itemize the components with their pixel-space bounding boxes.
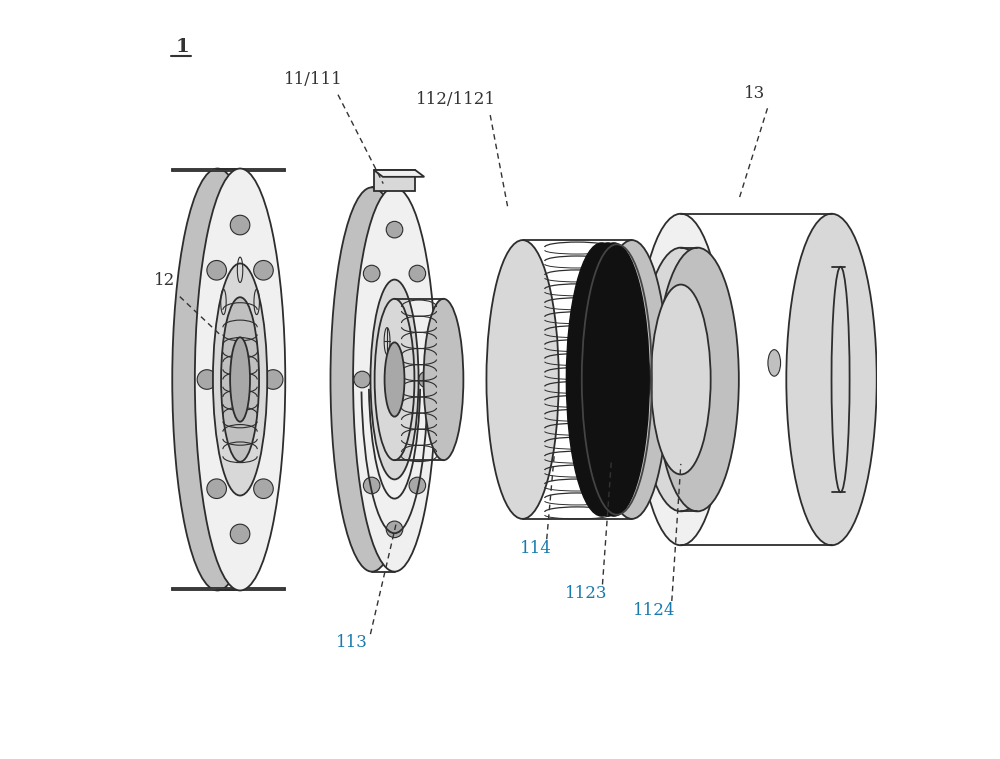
Text: 11/111: 11/111	[284, 71, 343, 88]
Text: 13: 13	[744, 85, 765, 102]
Ellipse shape	[263, 370, 283, 389]
Text: 113: 113	[336, 634, 368, 651]
Ellipse shape	[254, 260, 273, 280]
Ellipse shape	[221, 298, 259, 461]
Ellipse shape	[409, 477, 426, 494]
Ellipse shape	[207, 260, 226, 280]
Text: 1123: 1123	[565, 585, 608, 602]
Ellipse shape	[596, 240, 668, 519]
Ellipse shape	[419, 371, 435, 388]
Ellipse shape	[386, 222, 403, 238]
Ellipse shape	[197, 370, 217, 389]
Text: 1124: 1124	[633, 602, 676, 619]
Text: 112/1121: 112/1121	[416, 92, 496, 109]
Text: 114: 114	[519, 540, 551, 557]
Ellipse shape	[195, 168, 285, 591]
Ellipse shape	[254, 479, 273, 499]
Ellipse shape	[385, 342, 404, 417]
Ellipse shape	[566, 243, 637, 516]
Text: 1: 1	[176, 38, 190, 55]
Polygon shape	[374, 170, 415, 191]
Ellipse shape	[230, 337, 250, 422]
Ellipse shape	[363, 477, 380, 494]
Ellipse shape	[572, 243, 643, 516]
Polygon shape	[374, 170, 424, 177]
Ellipse shape	[578, 243, 649, 516]
Ellipse shape	[172, 168, 263, 591]
Polygon shape	[172, 588, 285, 591]
Ellipse shape	[614, 349, 623, 368]
Ellipse shape	[363, 265, 380, 282]
Ellipse shape	[370, 279, 419, 480]
Ellipse shape	[386, 521, 403, 537]
Ellipse shape	[768, 350, 781, 376]
Ellipse shape	[354, 371, 370, 388]
Ellipse shape	[353, 187, 436, 572]
Ellipse shape	[409, 265, 426, 282]
Ellipse shape	[424, 299, 463, 460]
Polygon shape	[172, 168, 285, 171]
Ellipse shape	[230, 524, 250, 543]
Ellipse shape	[207, 479, 226, 499]
Ellipse shape	[651, 285, 711, 474]
Ellipse shape	[213, 263, 267, 496]
Ellipse shape	[786, 214, 877, 545]
Ellipse shape	[230, 216, 250, 235]
Text: 12: 12	[154, 272, 175, 289]
Ellipse shape	[375, 299, 414, 460]
Ellipse shape	[486, 240, 559, 519]
Ellipse shape	[832, 266, 850, 493]
Ellipse shape	[639, 247, 722, 512]
Ellipse shape	[636, 214, 726, 545]
Ellipse shape	[656, 247, 739, 512]
Ellipse shape	[330, 187, 413, 572]
